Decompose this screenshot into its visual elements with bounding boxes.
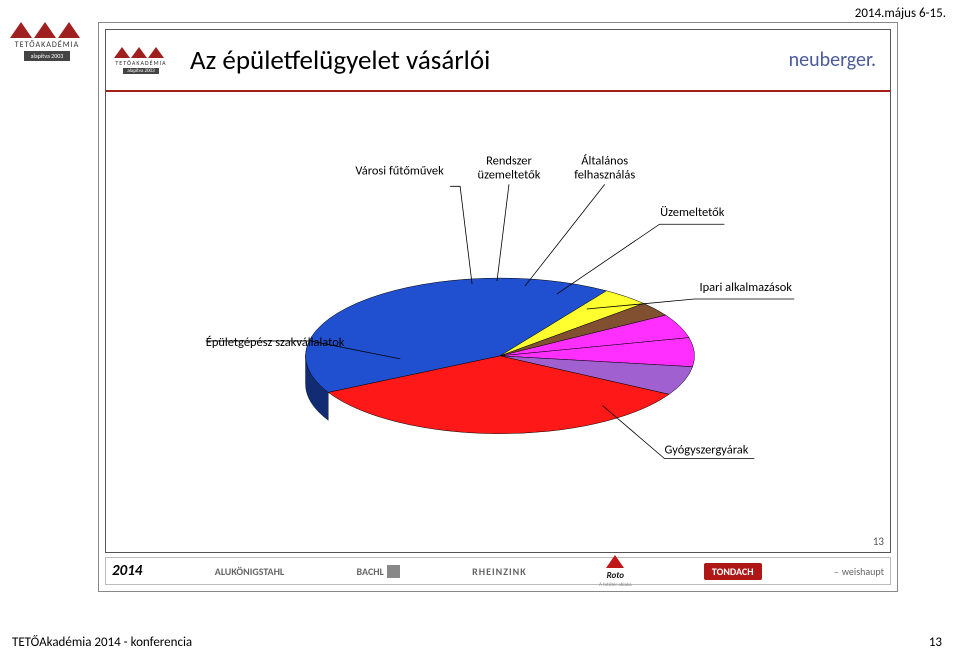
page-footer-left: TETŐAkadémia 2014 - konferencia bbox=[12, 635, 192, 650]
sponsor-year: 2014 bbox=[112, 562, 142, 580]
svg-text:Üzemeltetők: Üzemeltetők bbox=[660, 205, 725, 220]
page-date: 2014.május 6-15. bbox=[855, 6, 946, 21]
slide-mini-logo: TETŐAKADÉMIA alapítva 2003 bbox=[114, 47, 168, 74]
svg-text:Gyógyszergyárak: Gyógyszergyárak bbox=[665, 443, 749, 458]
sponsor-roto-text: Roto bbox=[607, 571, 624, 580]
sponsor-tondach: TONDACH bbox=[704, 563, 762, 580]
roto-triangle-icon bbox=[606, 555, 624, 568]
slide-frame: TETŐAKADÉMIA alapítva 2003 Az épületfelü… bbox=[98, 22, 898, 592]
sponsor-row: 2014 ALUKÖNIGSTAHL BACHL RHEINZINK Roto … bbox=[105, 557, 891, 585]
sponsor-weishaupt-text: weishaupt bbox=[842, 565, 884, 578]
academy-logo-text: TETŐAKADÉMIA bbox=[10, 40, 84, 50]
svg-text:Általános: Általános bbox=[581, 153, 628, 168]
sponsor-bachl: BACHL bbox=[357, 565, 400, 578]
pie-chart: Épületgépész szakvállalatok Városi fűtőmű… bbox=[106, 94, 890, 528]
slide-number: 13 bbox=[873, 535, 884, 548]
svg-text:Városi fűtőművek: Városi fűtőművek bbox=[355, 163, 444, 178]
slide-mini-logo-text: TETŐAKADÉMIA bbox=[114, 59, 168, 67]
svg-text:Ipari alkalmazások: Ipari alkalmazások bbox=[699, 280, 792, 295]
slide-header: TETŐAKADÉMIA alapítva 2003 Az épületfelü… bbox=[106, 30, 890, 92]
sponsor-roto-sub: A tetőtér ablaka bbox=[599, 583, 632, 588]
sponsor-bachl-text: BACHL bbox=[357, 565, 384, 578]
sponsor-weishaupt: –weishaupt bbox=[834, 565, 884, 578]
sponsor-rheinzink: RHEINZINK bbox=[472, 565, 527, 578]
svg-text:felhasználás: felhasználás bbox=[574, 167, 635, 182]
page-footer-right: 13 bbox=[929, 635, 942, 650]
sponsor-alukonigstahl: ALUKÖNIGSTAHL bbox=[215, 565, 284, 578]
academy-logo: TETŐAKADÉMIA alapítva 2003 bbox=[10, 22, 84, 61]
academy-logo-sub: alapítva 2003 bbox=[24, 51, 70, 61]
slide-title: Az épületfelügyelet vásárlói bbox=[190, 44, 490, 77]
svg-text:üzemeltetők: üzemeltetők bbox=[478, 167, 541, 182]
svg-text:Rendszer: Rendszer bbox=[486, 153, 532, 168]
sponsor-roto: Roto A tetőtér ablaka bbox=[599, 555, 632, 588]
bachl-square-icon bbox=[387, 565, 400, 578]
pie-chart-svg: Épületgépész szakvállalatok Városi fűtőmű… bbox=[106, 94, 890, 528]
brand-neuberger: neuberger. bbox=[789, 48, 876, 72]
svg-text:Épületgépész szakvállalatok: Épületgépész szakvállalatok bbox=[206, 335, 345, 350]
slide-mini-logo-sub: alapítva 2003 bbox=[123, 68, 159, 74]
slide-inner: TETŐAKADÉMIA alapítva 2003 Az épületfelü… bbox=[105, 29, 891, 553]
